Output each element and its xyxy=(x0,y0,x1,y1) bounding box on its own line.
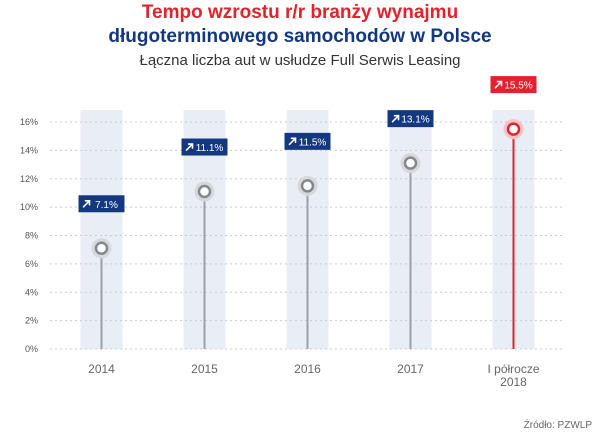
y-tick-label: 4% xyxy=(25,287,38,297)
data-point xyxy=(403,156,418,170)
value-label-text: 13.1% xyxy=(401,115,429,126)
arrow-up-right-icon xyxy=(82,199,91,208)
y-tick-label: 12% xyxy=(20,174,38,184)
y-tick-label: 16% xyxy=(20,117,38,127)
value-label: 11.5% xyxy=(284,132,331,150)
value-label-box xyxy=(284,132,331,150)
value-label-text: 11.1% xyxy=(196,143,224,154)
value-label-text: 15.5% xyxy=(504,81,532,92)
chart-subtitle: Łączna liczba aut w usłudze Full Serwis … xyxy=(139,52,461,69)
value-label: 11.1% xyxy=(181,138,228,156)
x-tick-label: 2017 xyxy=(397,362,424,376)
value-label-text: 7.1% xyxy=(95,200,118,211)
source-note: Źródło: PZWLP xyxy=(523,420,592,431)
arrow-up-right-icon xyxy=(288,137,297,146)
data-points xyxy=(91,119,524,259)
y-tick-label: 14% xyxy=(20,145,38,155)
y-tick-label: 8% xyxy=(25,231,38,241)
lollipop-stems xyxy=(100,129,515,349)
x-tick-label: 2015 xyxy=(191,362,218,376)
arrow-up-right-icon xyxy=(185,143,194,151)
value-label-box xyxy=(387,110,434,128)
value-labels: 7.1% 11.1% 11.5% 13.1% 15.5% xyxy=(78,76,537,213)
value-label-box xyxy=(78,195,125,213)
data-point xyxy=(300,179,315,193)
chart-title-line1: Tempo wzrostu r/r branży wynajmu xyxy=(141,2,459,23)
arrow-up-right-icon xyxy=(391,114,400,123)
value-label-box xyxy=(181,138,228,156)
x-tick-label: 2014 xyxy=(88,362,115,376)
value-label-box xyxy=(490,76,537,94)
x-tick-label: 2016 xyxy=(294,362,321,376)
x-axis-ticks: 2014 2015 2016 2017 I półrocze 2018 xyxy=(88,362,540,389)
data-point xyxy=(197,184,212,199)
y-tick-label: 10% xyxy=(20,202,38,212)
value-label: 7.1% xyxy=(78,195,125,213)
value-label-text: 11.5% xyxy=(299,137,327,148)
data-point xyxy=(506,122,521,136)
x-tick-label: I półrocze 2018 xyxy=(487,362,539,389)
y-tick-label: 2% xyxy=(25,316,38,326)
data-point xyxy=(94,241,109,256)
value-label: 15.5% xyxy=(490,76,537,94)
y-axis-ticks: 0% 2% 4% 6% 8% 10% 12% 14% 16% xyxy=(20,117,38,354)
y-tick-label: 6% xyxy=(25,259,38,269)
chart-title-line2: długoterminowego samochodów w Polsce xyxy=(108,26,492,47)
gridlines xyxy=(50,121,565,350)
y-tick-label: 0% xyxy=(25,344,38,354)
arrow-up-right-icon xyxy=(494,80,503,89)
value-label: 13.1% xyxy=(387,110,434,128)
